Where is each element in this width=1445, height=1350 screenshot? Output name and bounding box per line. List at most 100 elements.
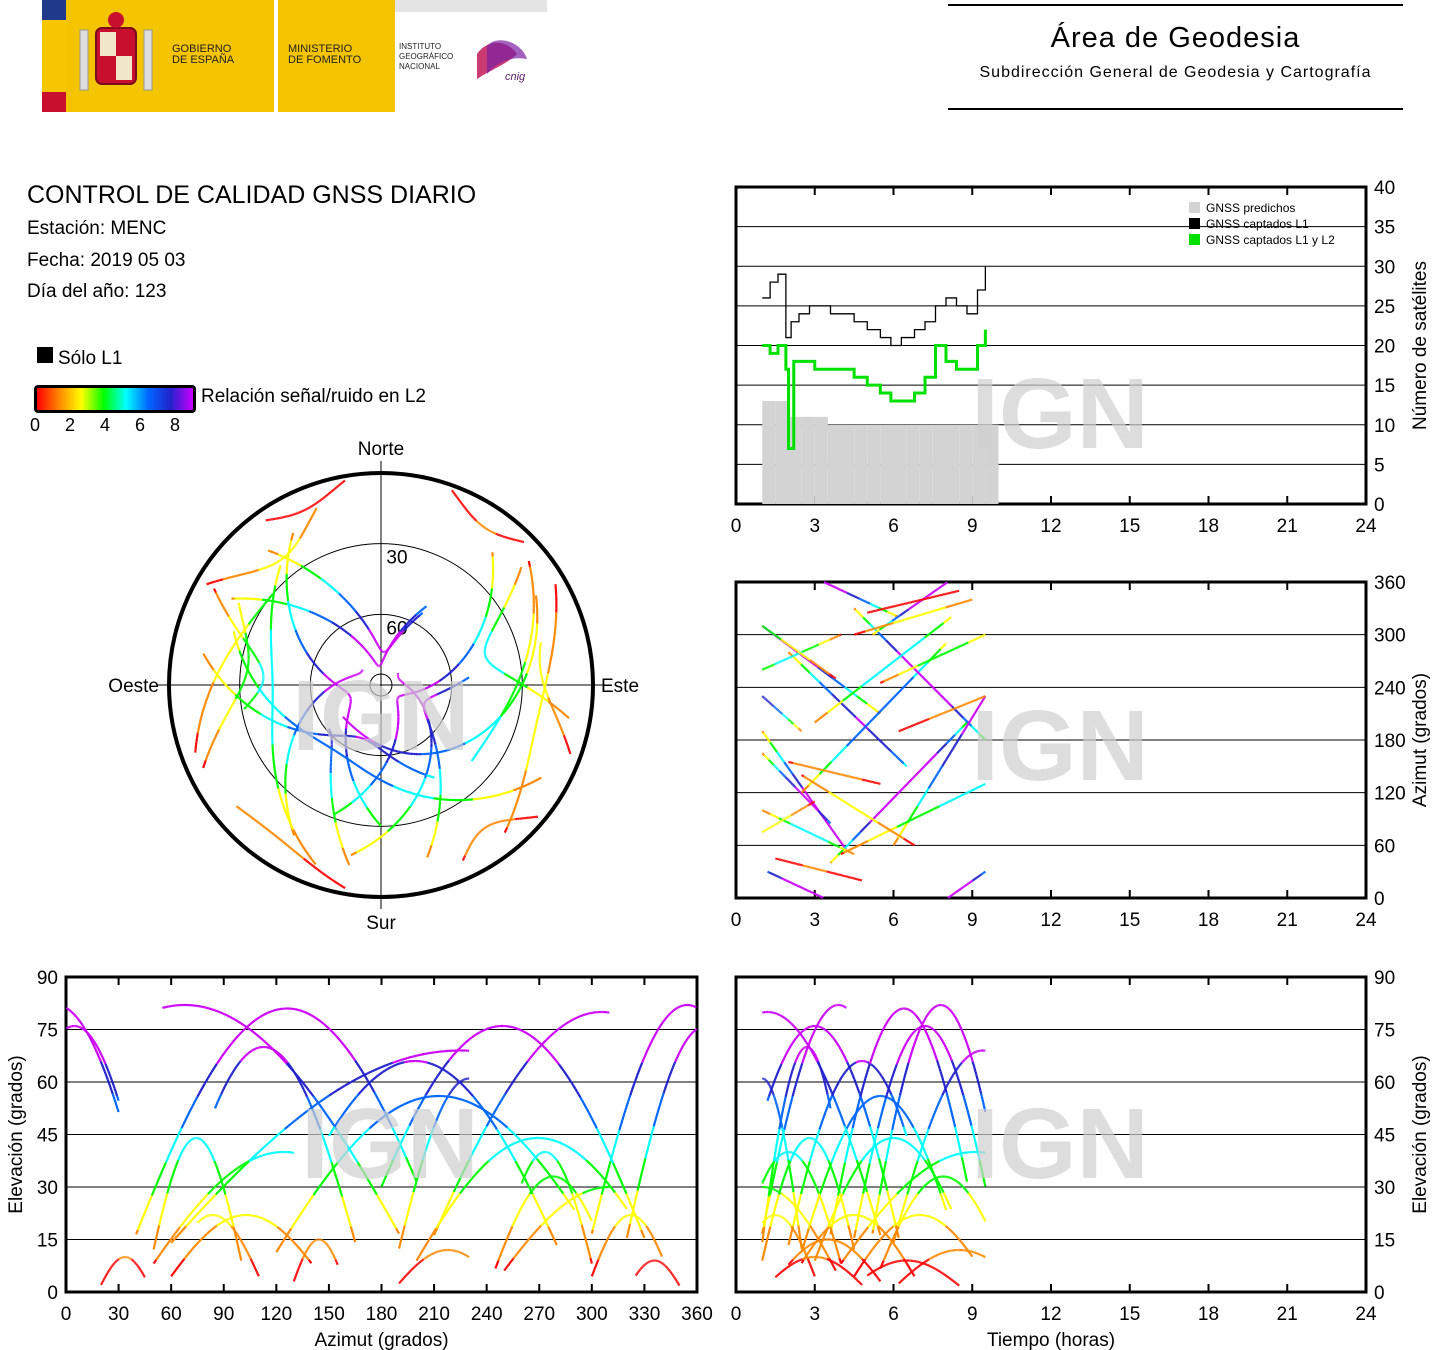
azimuth-track-segment (803, 788, 807, 791)
sky-track-segment (313, 861, 317, 866)
sky-track-segment (358, 793, 362, 798)
sky-track-segment (329, 620, 333, 624)
sky-track-segment (493, 666, 496, 669)
sky-track-segment (220, 664, 223, 667)
sky-track-segment (506, 705, 510, 709)
report-title: CONTROL DE CALIDAD GNSS DIARIO (27, 181, 477, 209)
sky-track-segment (327, 677, 331, 680)
azimuth-track-segment (875, 709, 878, 712)
azimuth-track-segment (826, 822, 829, 825)
sky-track-segment (523, 675, 527, 680)
sky-track-segment (219, 665, 223, 668)
azimuth-track-segment (882, 742, 885, 746)
sky-track-segment (485, 738, 488, 741)
sky-track-segment (379, 747, 382, 751)
azimuth-track-segment (846, 688, 849, 691)
sky-track-segment (257, 610, 260, 613)
sky-track-segment (367, 652, 370, 655)
sky-track-segment (478, 747, 482, 750)
azimuth-track-segment (864, 701, 868, 705)
sky-track-segment (471, 643, 475, 647)
azimuth-track-segment (808, 797, 811, 800)
sky-track-segment (369, 655, 373, 658)
sky-track-segment (565, 714, 569, 718)
sky-track-segment (438, 678, 442, 682)
sky-track-segment (488, 732, 492, 736)
sky-track-segment (492, 720, 497, 725)
sky-track-segment (479, 626, 484, 631)
azimuth-track-segment (806, 669, 810, 673)
sky-track-segment (226, 613, 230, 616)
sky-track-segment (366, 843, 371, 848)
sky-track-segment (295, 632, 299, 636)
sky-track-segment (289, 558, 293, 562)
sky-track-segment (260, 606, 263, 609)
sky-track-segment (482, 742, 485, 745)
sky-track-segment (296, 606, 301, 609)
azimuth-track-segment (824, 687, 827, 690)
sky-track-segment (332, 748, 335, 752)
azimuth-track-segment (895, 755, 898, 758)
predicted-bar (762, 400, 776, 504)
sky-track-segment (304, 567, 308, 571)
sky-track-segment (403, 628, 407, 631)
sky-track-segment (290, 847, 293, 850)
azimuth-track-segment (776, 751, 779, 754)
sky-track-segment (275, 600, 280, 604)
sky-track-segment (277, 836, 280, 840)
azimuth-track-segment (794, 777, 797, 780)
azimuth-track-segment (828, 674, 831, 678)
sky-track-segment (216, 673, 219, 676)
sky-track-segment (417, 697, 420, 700)
sky-track-segment (489, 663, 492, 666)
azimuth-track-segment (832, 677, 835, 680)
azimuth-track-segment (835, 697, 838, 701)
sky-track-segment (414, 617, 417, 621)
sky-track-segment (289, 847, 292, 850)
sky-track-segment (371, 657, 374, 660)
sky-track-segment (374, 744, 377, 747)
sky-track-segment (263, 603, 266, 606)
sky-track-segment (301, 729, 305, 733)
sky-track-segment (286, 844, 289, 847)
azimuth-track-segment (798, 783, 801, 786)
sky-track-segment (511, 587, 515, 590)
sky-track-segment (221, 661, 225, 665)
sky-track-segment (233, 699, 237, 702)
sky-track-segment (377, 777, 381, 781)
sky-track-segment (559, 709, 563, 713)
sky-track-segment (251, 677, 255, 682)
sky-track-segment (405, 790, 409, 794)
sky-track-segment (218, 726, 222, 729)
sky-track-segment (400, 815, 404, 819)
sky-track-segment (493, 724, 497, 727)
sky-track-segment (507, 675, 510, 678)
azimuth-track-segment (860, 721, 863, 724)
sky-track-segment (304, 650, 308, 654)
sky-track-segment (264, 601, 268, 604)
sky-track-segment (297, 853, 300, 856)
sky-track-segment (502, 709, 506, 712)
sky-track-segment (433, 832, 437, 836)
sky-track-segment (461, 657, 465, 661)
predicted-bar (867, 424, 881, 504)
sky-track-segment (348, 603, 352, 607)
sky-track-segment (486, 606, 490, 611)
sky-track-segment (297, 723, 300, 727)
azimuth-track-segment (841, 843, 844, 846)
sky-track-segment (398, 630, 402, 634)
area-subtitle: Subdirección General de Geodesia y Carto… (979, 64, 1372, 81)
azimuth-track-segment (822, 684, 825, 688)
sky-track-segment (321, 871, 324, 875)
sky-track-segment (262, 693, 266, 697)
sky-track-segment (387, 828, 391, 833)
azimuth-track-segment (820, 682, 823, 686)
sky-track-segment (414, 769, 418, 773)
sky-track-segment (515, 577, 519, 580)
azimuth-track-segment (819, 771, 823, 774)
sky-track-segment (338, 592, 342, 596)
sky-track-segment (363, 621, 366, 625)
sky-track-segment (292, 829, 296, 833)
sky-track-segment (379, 778, 383, 782)
sky-track-segment (499, 670, 503, 673)
